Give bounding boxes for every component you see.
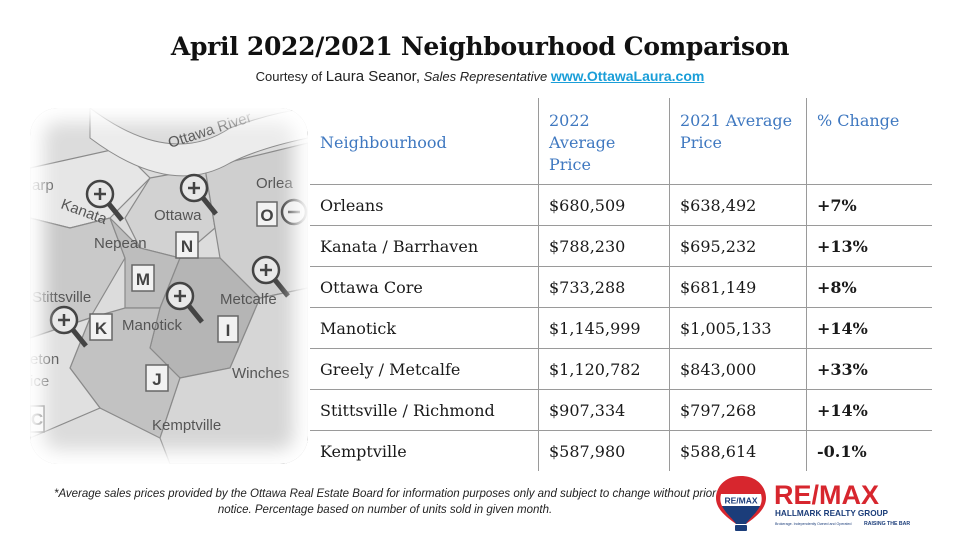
cell-change: -0.1% <box>806 430 932 471</box>
table-row: Kanata / Barrhaven $788,230 $695,232 +13… <box>310 225 932 267</box>
table-row: Stittsville / Richmond $907,334 $797,268… <box>310 389 932 431</box>
map-box-j <box>145 364 169 392</box>
courtesy-prefix: Courtesy of <box>255 69 323 84</box>
agent-role: Sales Representative <box>423 69 548 84</box>
courtesy-line: Courtesy of Laura Seanor, Sales Represen… <box>0 68 960 85</box>
cell-2021-price: $681,149 <box>669 266 807 308</box>
header-neighbourhood: Neighbourhood <box>310 98 539 185</box>
table-row: Ottawa Core $733,288 $681,149 +8% <box>310 266 932 308</box>
map-box-i <box>217 315 239 343</box>
map-label-ice: ice <box>30 373 49 390</box>
cell-2022-price: $733,288 <box>538 266 670 308</box>
magnifier-icon <box>165 281 204 324</box>
page-title: April 2022/2021 Neighbourhood Comparison <box>170 32 790 61</box>
cell-2022-price: $788,230 <box>538 225 670 267</box>
map-label-winches: Winches <box>232 365 290 382</box>
cell-neighbourhood: Stittsville / Richmond <box>310 389 539 431</box>
agent-name: Laura Seanor, <box>325 68 420 85</box>
magnifier-icon <box>280 198 308 226</box>
cell-change: +13% <box>806 225 932 267</box>
cell-change: +7% <box>806 184 932 226</box>
cell-change: +8% <box>806 266 932 308</box>
cell-2021-price: $843,000 <box>669 348 807 390</box>
table-row: Greely / Metcalfe $1,120,782 $843,000 +3… <box>310 348 932 390</box>
map-letter-m: M <box>136 270 150 289</box>
tagline-left: Brokerage. Independently Owned and Opera… <box>775 522 852 526</box>
comparison-table: Neighbourhood 2022 Average Price 2021 Av… <box>310 98 932 471</box>
header-2021-average: 2021 Average Price <box>669 98 807 185</box>
map-label-stittsville: Stittsville <box>32 289 91 306</box>
cell-neighbourhood: Greely / Metcalfe <box>310 348 539 390</box>
map-letter-k: K <box>95 319 108 338</box>
cell-neighbourhood: Kanata / Barrhaven <box>310 225 539 267</box>
website-link[interactable]: www.OttawaLaura.com <box>550 68 705 84</box>
header-percent-change: % Change <box>806 98 932 185</box>
cell-2021-price: $638,492 <box>669 184 807 226</box>
table-row: Kemptville $587,980 $588,614 -0.1% <box>310 430 932 471</box>
magnifier-icon <box>179 173 218 216</box>
cell-change: +33% <box>806 348 932 390</box>
cell-2021-price: $1,005,133 <box>669 307 807 349</box>
map-box-m <box>131 264 155 292</box>
balloon-icon: RE/MAX <box>716 476 766 531</box>
magnifier-icon <box>49 305 88 348</box>
cell-2022-price: $587,980 <box>538 430 670 471</box>
magnifier-icon <box>251 255 290 298</box>
cell-neighbourhood: Kemptville <box>320 441 407 461</box>
map-label-ottawa: Ottawa <box>154 207 202 224</box>
map-letter-j: J <box>152 370 161 389</box>
cell-neighbourhood: Ottawa Core <box>310 266 539 308</box>
cell-2021-price: $695,232 <box>669 225 807 267</box>
map-letter-i: I <box>226 321 231 340</box>
cell-2022-price: $1,120,782 <box>538 348 670 390</box>
cell-2021-price: $797,268 <box>669 389 807 431</box>
map-letter-n: N <box>181 237 193 256</box>
header-2022-average: 2022 Average Price <box>538 98 670 185</box>
cell-neighbourhood: Orleans <box>310 184 539 226</box>
map-label-eton: eton <box>30 351 59 368</box>
cell-2022-price: $1,145,999 <box>538 307 670 349</box>
footnote: *Average sales prices provided by the Ot… <box>53 488 717 516</box>
map-label-metcalfe: Metcalfe <box>220 291 277 308</box>
magnifier-icon <box>85 179 124 222</box>
cell-2021-price: $588,614 <box>669 430 807 471</box>
map-letter-c: C <box>31 410 43 429</box>
cell-2022-price: $907,334 <box>538 389 670 431</box>
map-label-kemptville: Kemptville <box>152 417 221 434</box>
brand-text: RE/MAX <box>774 480 879 510</box>
map-label-manotick: Manotick <box>122 317 183 334</box>
tagline-right: RAISING THE BAR <box>864 521 910 527</box>
map-box-o <box>256 201 278 227</box>
table-row: Orleans $680,509 $638,492 +7% <box>310 184 932 226</box>
map-box-c <box>30 405 45 433</box>
cell-neighbourhood: Manotick <box>310 307 539 349</box>
company-text: HALLMARK REALTY GROUP <box>775 509 888 518</box>
cell-2022-price: $680,509 <box>538 184 670 226</box>
cell-change: +14% <box>806 307 932 349</box>
map-box-k <box>89 313 113 341</box>
map-label-arp: arp <box>32 177 54 194</box>
remax-logo: RE/MAX RE/MAX HALLMARK REALTY GROUP Brok… <box>714 474 924 532</box>
map-letter-o: O <box>260 206 273 225</box>
cell-change: +14% <box>806 389 932 431</box>
map-box-n <box>175 231 199 259</box>
map-label-orleans: Orlea <box>256 175 293 192</box>
table-row: Manotick $1,145,999 $1,005,133 +14% <box>310 307 932 349</box>
table-header-row: Neighbourhood 2022 Average Price 2021 Av… <box>310 98 932 185</box>
balloon-text: RE/MAX <box>724 496 757 506</box>
map-label-nepean: Nepean <box>94 235 147 252</box>
ottawa-region-map: Ottawa River Orlea arp Kanata Ottawa Nep… <box>30 108 308 464</box>
